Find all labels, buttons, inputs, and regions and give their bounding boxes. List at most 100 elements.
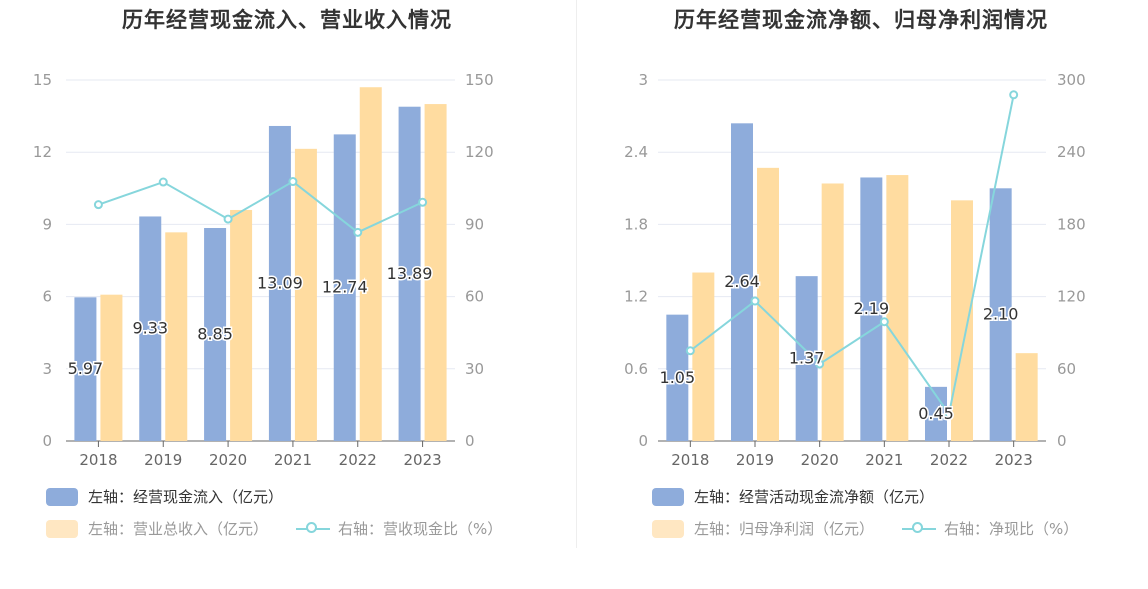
- bar-yellow: [886, 175, 909, 441]
- bar-data-label: 13.89: [387, 264, 433, 283]
- bar-yellow: [424, 104, 447, 442]
- bar-blue: [731, 123, 753, 441]
- line-point: [223, 214, 233, 224]
- right-chart-title: 历年经营现金流净额、归母净利润情况: [674, 8, 1048, 32]
- panel-divider: [576, 0, 577, 548]
- y-right-tick-label: 240: [1057, 143, 1086, 161]
- line-point: [815, 359, 825, 369]
- x-tick-label: 2019: [144, 451, 182, 469]
- x-tick-label: 2020: [801, 451, 839, 469]
- line-point: [750, 296, 760, 306]
- left-chart-plot: 0 0 3 30 6 60 9 90 12 120 15 150 2018 2019 2020 2021 202…: [33, 71, 494, 469]
- y-right-tick-label: 120: [1057, 288, 1086, 306]
- bar-data-label: 13.09: [257, 273, 303, 292]
- bar-yellow: [230, 209, 253, 441]
- legend-line-marker-icon: [902, 520, 936, 538]
- legend-item-net-cash-ratio[interactable]: 右轴：净现比（%）: [902, 518, 1078, 539]
- bar-data-label: 2.64: [724, 272, 760, 291]
- legend-label-inflow: 左轴：经营现金流入（亿元）: [88, 488, 284, 506]
- legend-label-revenue: 左轴：营业总收入（亿元）: [88, 520, 269, 538]
- bar-yellow: [821, 183, 844, 441]
- legend-item-inflow[interactable]: 左轴：经营现金流入（亿元）: [46, 486, 283, 507]
- legend-line-marker-icon: [296, 520, 330, 538]
- left-chart-title: 历年经营现金流入、营业收入情况: [122, 8, 452, 32]
- line-point: [418, 197, 428, 207]
- x-tick-label: 2023: [995, 451, 1033, 469]
- bar-blue: [398, 106, 421, 442]
- line-series-ratio: [689, 94, 1015, 417]
- left-chart-panel: 历年经营现金流入、营业收入情况 0 0 3 30 6 60 9 90 12 120 15 150 201…: [33, 8, 502, 539]
- y-left-tick-label: 15: [33, 71, 52, 89]
- bar-data-label: 12.74: [322, 278, 368, 297]
- y-left-tick-label: 3: [42, 360, 52, 378]
- line-point: [353, 227, 363, 237]
- bar-blue: [139, 216, 162, 441]
- bar-blue: [795, 276, 818, 441]
- line-point: [1009, 90, 1019, 100]
- bar-yellow: [294, 148, 317, 441]
- y-left-tick-label: 6: [42, 288, 52, 306]
- bar-yellow: [757, 167, 779, 442]
- y-right-tick-label: 300: [1057, 71, 1086, 89]
- bar-data-label: 9.33: [132, 319, 168, 338]
- bar-blue: [666, 314, 689, 441]
- line-point: [93, 200, 103, 210]
- y-left-tick-label: 12: [33, 143, 52, 161]
- bar-blue: [204, 228, 227, 441]
- y-left-tick-label: 1.8: [624, 215, 648, 233]
- x-tick-label: 2020: [209, 451, 247, 469]
- y-left-tick-label: 3: [638, 71, 648, 89]
- legend-label-net-cash-ratio: 右轴：净现比（%）: [944, 520, 1079, 538]
- bar-yellow: [359, 87, 382, 441]
- x-tick-label: 2022: [339, 451, 377, 469]
- y-right-tick-label: 30: [465, 360, 484, 378]
- line-point: [288, 177, 298, 187]
- bar-data-label: 1.05: [660, 368, 696, 387]
- bar-blue: [268, 125, 291, 441]
- legend-item-net-profit[interactable]: 左轴：归母净利润（亿元）: [652, 518, 874, 539]
- bar-data-label: 5.97: [68, 359, 104, 378]
- right-chart-panel: 历年经营现金流净额、归母净利润情况 0 0 0.6 60 1.2 120 1.8 180 2.4…: [574, 0, 1148, 589]
- legend-item-net-cashflow[interactable]: 左轴：经营活动现金流净额（亿元）: [652, 486, 934, 507]
- x-tick-label: 2021: [865, 451, 903, 469]
- x-tick-label: 2022: [930, 451, 968, 469]
- legend-swatch-yellow: [652, 519, 684, 538]
- legend-item-revenue[interactable]: 左轴：营业总收入（亿元）: [46, 518, 268, 539]
- bar-blue: [333, 134, 356, 441]
- legend-swatch-yellow: [46, 519, 78, 538]
- y-left-tick-label: 2.4: [624, 143, 648, 161]
- bar-blue: [989, 188, 1012, 441]
- right-chart-plot: 0 0 0.6 60 1.2 120 1.8 180 2.4 240 3 300 2018 2019 202…: [624, 71, 1086, 469]
- line-series-ratio: [98, 180, 424, 234]
- x-tick-label: 2021: [274, 451, 312, 469]
- x-tick-label: 2018: [79, 451, 117, 469]
- line-point: [944, 409, 954, 419]
- legend-label-net-profit: 左轴：归母净利润（亿元）: [694, 520, 875, 538]
- bar-data-label: 0.45: [918, 404, 954, 423]
- y-right-tick-label: 0: [1057, 432, 1067, 450]
- y-right-tick-label: 180: [1057, 215, 1086, 233]
- bar-yellow: [1015, 353, 1038, 441]
- y-right-tick-label: 60: [1057, 360, 1076, 378]
- x-tick-label: 2023: [403, 451, 441, 469]
- bar-yellow: [692, 272, 715, 441]
- y-left-tick-label: 1.2: [624, 288, 648, 306]
- y-right-tick-label: 120: [465, 143, 494, 161]
- bar-blue: [74, 297, 97, 441]
- y-right-tick-label: 150: [465, 71, 494, 89]
- legend-swatch-blue: [46, 487, 78, 506]
- bar-yellow: [951, 200, 973, 441]
- bar-data-label: 2.19: [854, 299, 890, 318]
- x-tick-label: 2018: [671, 451, 709, 469]
- legend-swatch-blue: [652, 487, 684, 506]
- y-left-tick-label: 0.6: [624, 360, 648, 378]
- legend-item-revenue-cash-ratio[interactable]: 右轴：营收现金比（%）: [296, 518, 502, 539]
- y-left-tick-label: 9: [42, 215, 52, 233]
- bar-blue: [860, 177, 883, 441]
- line-point: [879, 317, 889, 327]
- y-left-tick-label: 0: [638, 432, 648, 450]
- y-right-tick-label: 60: [465, 288, 484, 306]
- y-left-tick-label: 0: [42, 432, 52, 450]
- line-point: [685, 346, 695, 356]
